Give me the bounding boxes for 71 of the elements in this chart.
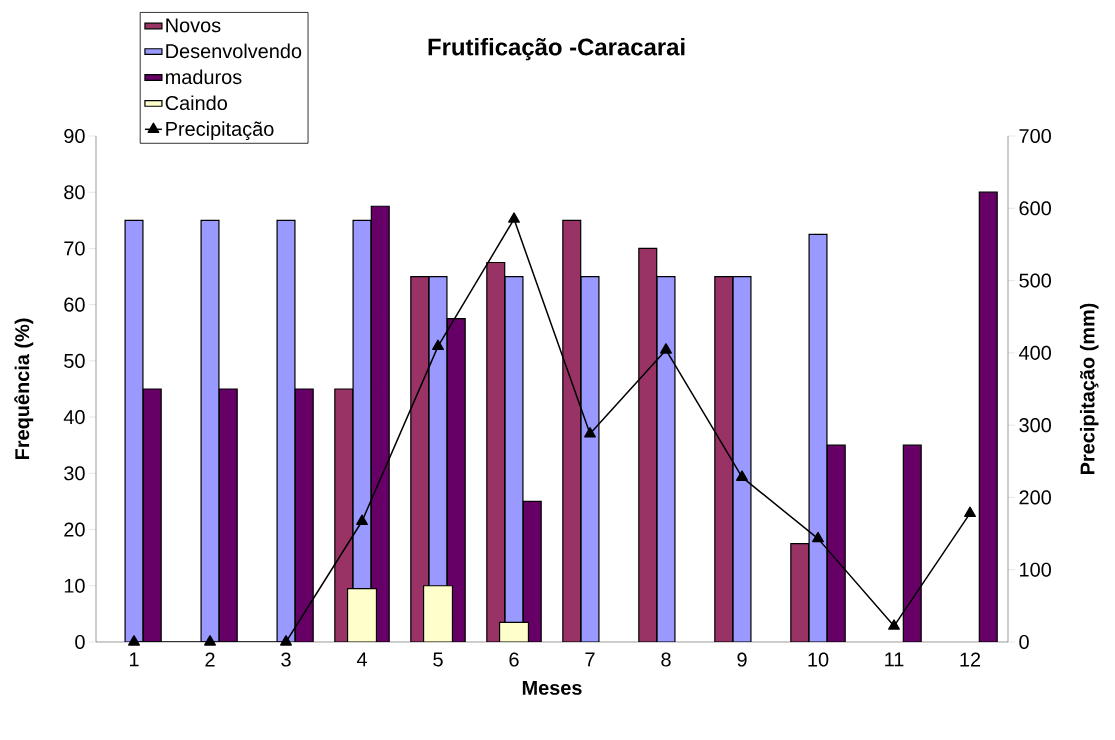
point — [128, 635, 140, 646]
point — [812, 531, 824, 543]
point — [432, 339, 444, 351]
y2-tick-label: 600 — [1019, 201, 1051, 216]
y-tick-label: 50 — [64, 353, 85, 368]
y-tick-label: 80 — [64, 185, 85, 200]
bar — [638, 247, 658, 642]
x-tick-label: 3 — [281, 652, 291, 667]
bar — [346, 587, 378, 642]
y-tick-label: 20 — [64, 522, 85, 537]
y-tick-label: 70 — [64, 241, 85, 256]
y2-tick-label: 100 — [1020, 562, 1051, 577]
x-tick-label: 8 — [661, 652, 671, 667]
bar — [656, 275, 676, 642]
legend-label: Caindo — [165, 95, 227, 111]
bar — [790, 543, 810, 642]
bar — [294, 388, 314, 642]
x-tick-label: 2 — [205, 652, 215, 667]
x-tick-label: 6 — [509, 652, 519, 667]
point — [204, 635, 216, 646]
bar — [446, 318, 466, 642]
bar — [826, 444, 846, 642]
bar — [732, 275, 752, 642]
y-tick-label: 10 — [64, 578, 85, 593]
point — [736, 470, 748, 481]
y-tick-label: 30 — [64, 466, 85, 481]
legend-label: Desenvolvendo — [166, 43, 302, 59]
bar — [522, 500, 542, 642]
x-tick-label: 11 — [885, 652, 904, 667]
point — [660, 343, 672, 354]
bar — [562, 219, 582, 642]
x-tick-label: 1 — [129, 652, 139, 667]
legend-label: Novos — [166, 18, 221, 33]
bar — [902, 444, 922, 642]
bar — [422, 585, 454, 642]
y2-tick-label: 500 — [1019, 273, 1051, 288]
y-tick-label: 40 — [63, 410, 85, 425]
x-tick-label: 7 — [585, 652, 595, 667]
y-tick-label: 90 — [64, 128, 85, 144]
y2-tick-label: 0 — [1019, 634, 1029, 650]
x-tick-label: 9 — [737, 652, 747, 667]
point — [280, 635, 292, 646]
bar — [370, 205, 390, 642]
y2-tick-label: 300 — [1019, 418, 1051, 433]
point — [356, 514, 368, 526]
point — [508, 212, 520, 223]
x-tick-label: 12 — [960, 652, 981, 667]
point — [888, 619, 900, 630]
x-tick-label: 10 — [808, 652, 829, 667]
point — [964, 506, 976, 518]
y-axis-title: Frequência (%) — [14, 318, 34, 460]
y2-tick-label: 400 — [1018, 345, 1051, 360]
bar — [714, 275, 734, 642]
y2-tick-label: 200 — [1019, 490, 1051, 505]
bar — [142, 388, 162, 642]
x-tick-label: 4 — [356, 652, 367, 667]
bar — [486, 261, 506, 642]
bar — [580, 275, 600, 642]
x-tick-label: 5 — [433, 652, 443, 667]
y-tick-label: 60 — [64, 297, 85, 312]
bar — [218, 388, 238, 642]
y2-axis-title: Precipitação (mm) — [1079, 303, 1099, 475]
y2-tick-label: 700 — [1019, 128, 1051, 144]
y-tick-label: 0 — [75, 634, 85, 650]
bar — [978, 191, 998, 642]
legend-label: Precipitação — [166, 121, 274, 141]
chart-title: Frutificação -Caracarai — [428, 37, 685, 61]
bar — [808, 233, 828, 642]
legend-label: maduros — [166, 69, 242, 85]
x-axis-title: Meses — [522, 680, 582, 695]
point — [584, 427, 596, 438]
